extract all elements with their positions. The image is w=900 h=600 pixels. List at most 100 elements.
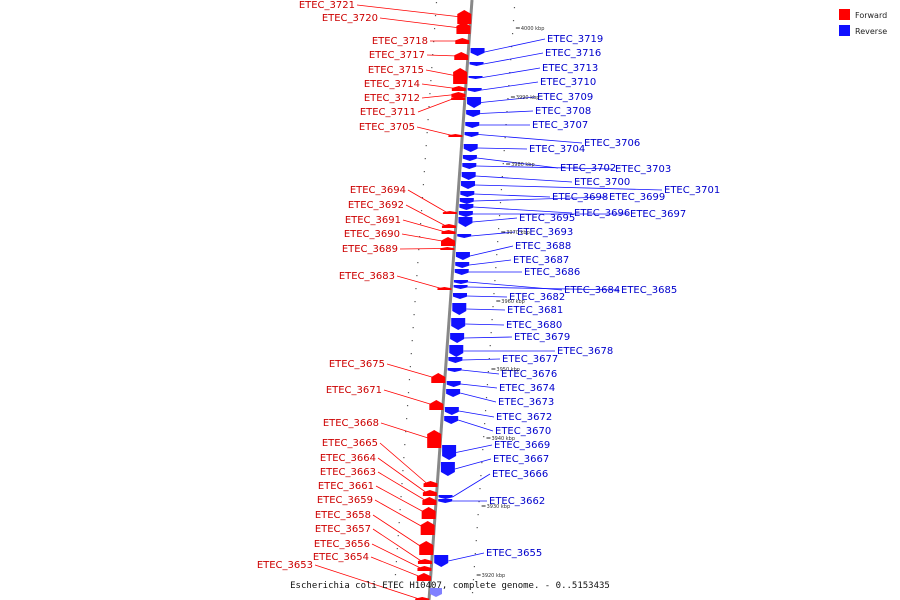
reverse-gene-label[interactable]: ETEC_3682 [509, 292, 565, 303]
reverse-gene-label[interactable]: ETEC_3670 [495, 426, 551, 437]
reverse-gene-label[interactable]: ETEC_3680 [506, 320, 562, 331]
reverse-gene-feature[interactable] [468, 76, 483, 79]
forward-gene-feature[interactable] [441, 237, 456, 246]
reverse-gene-feature[interactable] [467, 97, 482, 108]
reverse-gene-label[interactable]: ETEC_3669 [494, 440, 550, 451]
forward-gene-feature[interactable] [417, 559, 432, 564]
forward-gene-feature[interactable] [454, 52, 469, 60]
forward-gene-label[interactable]: ETEC_3718 [372, 36, 428, 47]
forward-gene-label[interactable]: ETEC_3721 [299, 0, 355, 11]
reverse-gene-label[interactable]: ETEC_3716 [545, 48, 601, 59]
forward-gene-feature[interactable] [422, 497, 437, 505]
reverse-gene-label[interactable]: ETEC_3700 [574, 177, 630, 188]
reverse-gene-feature[interactable] [459, 198, 474, 204]
forward-gene-label[interactable]: ETEC_3653 [257, 560, 313, 571]
forward-gene-label[interactable]: ETEC_3659 [317, 495, 373, 506]
reverse-gene-feature[interactable] [460, 191, 475, 197]
reverse-gene-feature[interactable] [465, 122, 480, 128]
reverse-gene-feature[interactable] [462, 163, 477, 169]
forward-gene-label[interactable]: ETEC_3665 [322, 438, 378, 449]
forward-gene-feature[interactable] [420, 521, 435, 535]
reverse-gene-label[interactable]: ETEC_3704 [529, 144, 585, 155]
reverse-gene-feature[interactable] [446, 389, 461, 397]
reverse-gene-label[interactable]: ETEC_3681 [507, 305, 563, 316]
forward-gene-label[interactable]: ETEC_3712 [364, 93, 420, 104]
reverse-gene-label[interactable]: ETEC_3684 [564, 285, 620, 296]
reverse-gene-feature[interactable] [438, 499, 453, 503]
forward-gene-label[interactable]: ETEC_3675 [329, 359, 385, 370]
reverse-gene-label[interactable]: ETEC_3699 [609, 192, 665, 203]
reverse-gene-label[interactable]: ETEC_3676 [501, 369, 557, 380]
reverse-gene-label[interactable]: ETEC_3702 [560, 163, 616, 174]
reverse-gene-label[interactable]: ETEC_3719 [547, 34, 603, 45]
reverse-gene-feature[interactable] [461, 172, 476, 180]
reverse-gene-feature[interactable] [455, 262, 470, 268]
forward-gene-label[interactable]: ETEC_3717 [369, 50, 425, 61]
reverse-gene-label[interactable]: ETEC_3708 [535, 106, 591, 117]
forward-gene-feature[interactable] [453, 68, 468, 84]
forward-gene-feature[interactable] [431, 373, 446, 383]
reverse-gene-feature[interactable] [440, 462, 455, 476]
forward-gene-label[interactable]: ETEC_3656 [314, 539, 370, 550]
reverse-gene-label[interactable]: ETEC_3688 [515, 241, 571, 252]
reverse-gene-feature[interactable] [450, 333, 465, 343]
reverse-gene-label[interactable]: ETEC_3698 [552, 192, 608, 203]
reverse-gene-label[interactable]: ETEC_3703 [615, 164, 671, 175]
reverse-gene-label[interactable]: ETEC_3655 [486, 548, 542, 559]
forward-gene-label[interactable]: ETEC_3654 [313, 552, 369, 563]
forward-gene-feature[interactable] [417, 566, 432, 571]
forward-gene-feature[interactable] [441, 224, 456, 228]
forward-gene-feature[interactable] [457, 10, 472, 24]
reverse-gene-feature[interactable] [449, 345, 464, 357]
reverse-gene-feature[interactable] [453, 280, 468, 284]
reverse-gene-label[interactable]: ETEC_3710 [540, 77, 596, 88]
forward-gene-feature[interactable] [419, 541, 434, 555]
reverse-gene-label[interactable]: ETEC_3678 [557, 346, 613, 357]
forward-gene-label[interactable]: ETEC_3689 [342, 244, 398, 255]
forward-gene-label[interactable]: ETEC_3657 [315, 524, 371, 535]
reverse-gene-label[interactable]: ETEC_3687 [513, 255, 569, 266]
forward-gene-feature[interactable] [429, 400, 444, 410]
reverse-gene-feature[interactable] [454, 269, 469, 275]
reverse-gene-label[interactable]: ETEC_3666 [492, 469, 548, 480]
forward-gene-label[interactable]: ETEC_3663 [320, 467, 376, 478]
reverse-gene-feature[interactable] [457, 234, 472, 238]
reverse-gene-label[interactable]: ETEC_3679 [514, 332, 570, 343]
forward-gene-feature[interactable] [451, 92, 466, 97]
forward-gene-label[interactable]: ETEC_3694 [350, 185, 406, 196]
reverse-gene-feature[interactable] [461, 181, 476, 189]
reverse-gene-label[interactable]: ETEC_3706 [584, 138, 640, 149]
reverse-gene-feature[interactable] [444, 416, 459, 424]
reverse-gene-feature[interactable] [463, 144, 478, 152]
reverse-gene-feature[interactable] [467, 88, 482, 92]
reverse-gene-label[interactable]: ETEC_3667 [493, 454, 549, 465]
reverse-gene-feature[interactable] [464, 132, 479, 137]
forward-gene-label[interactable]: ETEC_3658 [315, 510, 371, 521]
reverse-gene-label[interactable]: ETEC_3674 [499, 383, 555, 394]
reverse-gene-feature[interactable] [438, 495, 453, 499]
reverse-gene-feature[interactable] [444, 407, 459, 415]
reverse-gene-feature[interactable] [458, 217, 473, 227]
forward-gene-label[interactable]: ETEC_3720 [322, 13, 378, 24]
forward-gene-feature[interactable] [448, 134, 463, 137]
forward-gene-label[interactable]: ETEC_3705 [359, 122, 415, 133]
forward-gene-feature[interactable] [422, 490, 437, 496]
forward-gene-label[interactable]: ETEC_3690 [344, 229, 400, 240]
reverse-gene-feature[interactable] [446, 381, 461, 387]
forward-gene-feature[interactable] [440, 247, 455, 250]
forward-gene-feature[interactable] [441, 230, 456, 234]
reverse-gene-label[interactable]: ETEC_3673 [498, 397, 554, 408]
forward-gene-feature[interactable] [437, 287, 452, 290]
forward-gene-feature[interactable] [427, 430, 442, 448]
reverse-gene-feature[interactable] [453, 293, 468, 299]
reverse-gene-label[interactable]: ETEC_3696 [574, 208, 630, 219]
forward-gene-label[interactable]: ETEC_3711 [360, 107, 416, 118]
forward-gene-label[interactable]: ETEC_3714 [364, 79, 420, 90]
forward-gene-label[interactable]: ETEC_3668 [323, 418, 379, 429]
reverse-gene-label[interactable]: ETEC_3713 [542, 63, 598, 74]
reverse-gene-label[interactable]: ETEC_3707 [532, 120, 588, 131]
forward-gene-label[interactable]: ETEC_3664 [320, 453, 376, 464]
reverse-gene-label[interactable]: ETEC_3695 [519, 213, 575, 224]
reverse-gene-label[interactable]: ETEC_3662 [489, 496, 545, 507]
forward-gene-label[interactable]: ETEC_3671 [326, 385, 382, 396]
